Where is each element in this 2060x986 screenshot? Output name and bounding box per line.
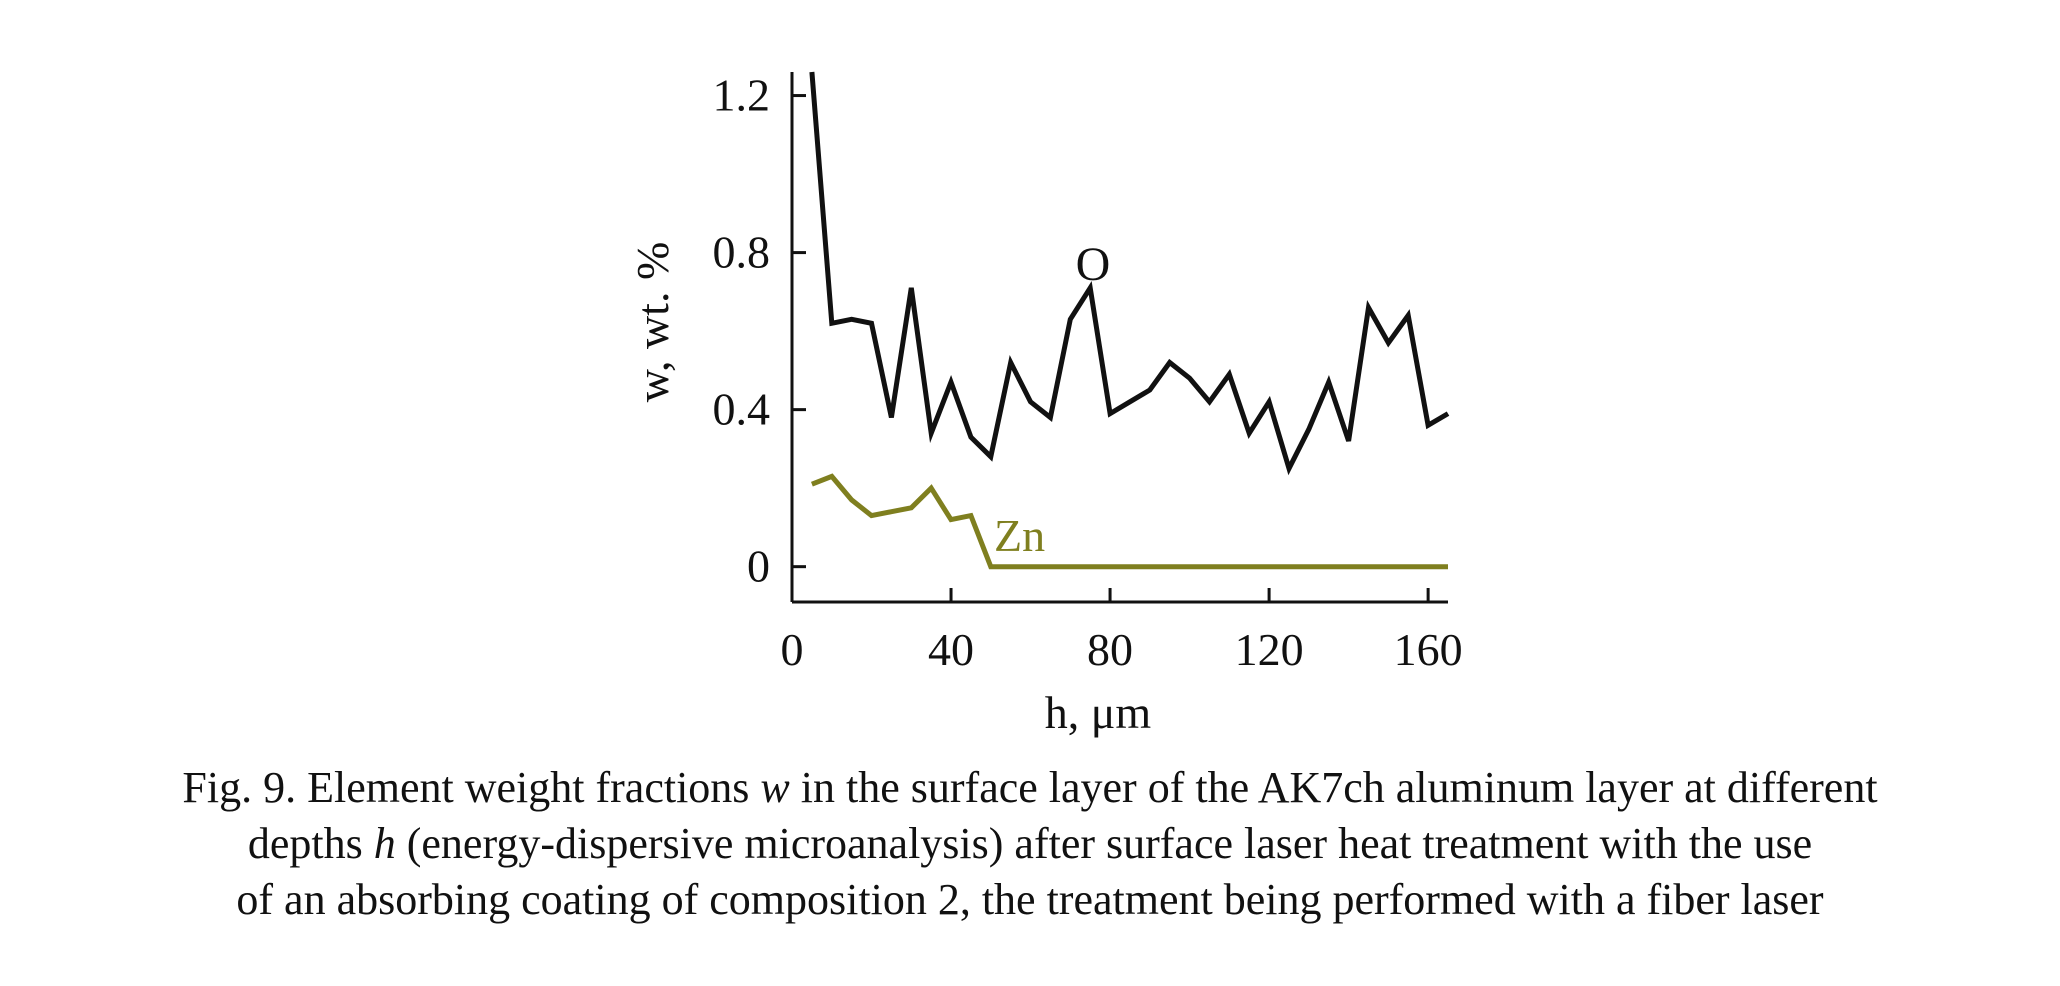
series-label-o: O [1076,238,1111,291]
x-tick-label-40: 40 [928,624,974,675]
caption-line-1-a: Fig. 9. Element weight fractions [182,763,761,812]
x-axis-label: h, μm [1045,687,1152,738]
y-tick-label-1.2: 1.2 [713,70,771,121]
chart: 0 40 80 120 160 0 0.4 0.8 1.2 h, μm w, wt. % O Zn [627,70,1463,738]
caption-line-2-b: (energy-dispersive microanalysis) after … [395,819,1813,868]
y-tick-label-0.8: 0.8 [713,227,771,278]
series-line-zn [810,473,1448,570]
y-axis-label: w, wt. % [627,242,678,403]
caption-var-w: w [760,763,790,812]
x-tick-label-160: 160 [1394,624,1463,675]
caption-var-h: h [373,819,396,868]
caption-line-1-b: in the surface layer of the AK7ch alumin… [789,763,1878,812]
labels: h, μm w, wt. % O Zn [627,238,1151,738]
y-tick-label-0: 0 [747,541,770,592]
series-label-zn: Zn [994,510,1045,561]
x-tick-label-0: 0 [781,624,804,675]
axes [790,72,1448,604]
caption-line-3: of an absorbing coating of composition 2… [236,875,1824,924]
caption-line-2-a: depths [247,819,374,868]
ticks: 0 40 80 120 160 0 0.4 0.8 1.2 [713,70,1463,675]
caption-line-1: Fig. 9. Element weight fractions w in th… [0,760,2060,816]
y-tick-label-0.4: 0.4 [713,384,771,435]
figure-caption: Fig. 9. Element weight fractions w in th… [0,760,2060,928]
caption-line-2: depths h (energy-dispersive microanalysi… [0,816,2060,872]
series-line-o [809,71,1450,476]
x-tick-label-120: 120 [1235,624,1304,675]
x-tick-label-80: 80 [1087,624,1133,675]
series-lines [809,71,1450,570]
